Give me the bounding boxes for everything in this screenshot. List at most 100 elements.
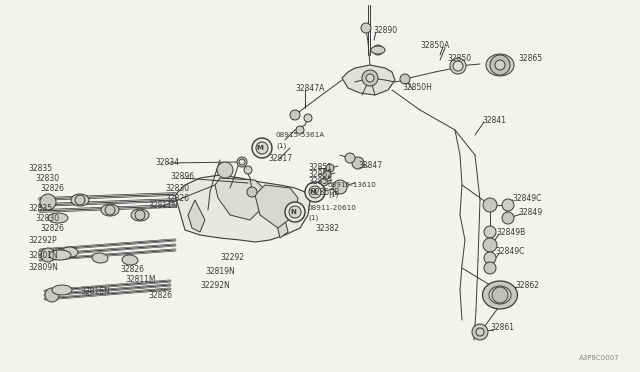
Circle shape xyxy=(309,186,321,198)
Circle shape xyxy=(41,248,55,262)
Text: 32852: 32852 xyxy=(308,170,332,179)
Circle shape xyxy=(105,205,115,215)
Polygon shape xyxy=(175,175,310,242)
Text: 32917: 32917 xyxy=(268,154,292,163)
Circle shape xyxy=(333,180,347,194)
Circle shape xyxy=(40,194,56,210)
Polygon shape xyxy=(255,185,298,228)
Ellipse shape xyxy=(483,281,518,309)
Text: 32835: 32835 xyxy=(28,203,52,212)
Polygon shape xyxy=(270,195,288,238)
Text: M: M xyxy=(257,145,264,151)
Circle shape xyxy=(373,45,383,55)
Text: 32849C: 32849C xyxy=(495,247,524,257)
Text: 32809N: 32809N xyxy=(28,263,58,273)
Polygon shape xyxy=(342,65,395,95)
Text: 32850H: 32850H xyxy=(402,83,432,92)
Circle shape xyxy=(483,198,497,212)
Text: 32830: 32830 xyxy=(165,183,189,192)
Circle shape xyxy=(366,74,374,82)
Text: 32849: 32849 xyxy=(518,208,542,217)
Ellipse shape xyxy=(101,204,119,216)
Circle shape xyxy=(484,262,496,274)
Ellipse shape xyxy=(486,54,514,76)
Text: 32849C: 32849C xyxy=(512,193,541,202)
Text: N: N xyxy=(290,209,296,215)
Ellipse shape xyxy=(49,250,71,260)
Text: (1): (1) xyxy=(328,192,339,198)
Text: 32826: 32826 xyxy=(165,193,189,202)
Text: 32851: 32851 xyxy=(308,163,332,171)
Circle shape xyxy=(256,142,268,154)
Ellipse shape xyxy=(48,213,68,223)
Circle shape xyxy=(285,202,305,222)
Text: 32853: 32853 xyxy=(308,176,332,186)
Text: 32847: 32847 xyxy=(358,160,382,170)
Text: A3P8C0007: A3P8C0007 xyxy=(579,355,620,361)
Circle shape xyxy=(237,157,247,167)
Circle shape xyxy=(483,238,497,252)
Ellipse shape xyxy=(52,285,72,295)
Circle shape xyxy=(476,328,484,336)
Text: 08911-20610: 08911-20610 xyxy=(308,205,357,211)
Text: 32835: 32835 xyxy=(28,164,52,173)
Text: 32861: 32861 xyxy=(490,324,514,333)
Circle shape xyxy=(502,212,514,224)
Text: 32865: 32865 xyxy=(518,54,542,62)
Circle shape xyxy=(296,126,304,134)
Circle shape xyxy=(361,23,371,33)
Circle shape xyxy=(135,210,145,220)
Text: 32862: 32862 xyxy=(515,280,539,289)
Text: 32816N: 32816N xyxy=(80,288,109,296)
Circle shape xyxy=(502,199,514,211)
Text: 32850B: 32850B xyxy=(310,187,339,196)
Text: 32849B: 32849B xyxy=(496,228,525,237)
Ellipse shape xyxy=(71,194,89,206)
Ellipse shape xyxy=(371,46,385,54)
Circle shape xyxy=(244,166,252,174)
Ellipse shape xyxy=(131,209,149,221)
Circle shape xyxy=(320,178,328,186)
Polygon shape xyxy=(188,200,205,232)
Text: 32850: 32850 xyxy=(447,54,471,62)
Circle shape xyxy=(490,55,510,75)
Text: 32826: 32826 xyxy=(148,291,172,299)
Ellipse shape xyxy=(489,286,511,304)
Text: 32834: 32834 xyxy=(155,157,179,167)
Text: 32382: 32382 xyxy=(315,224,339,232)
Text: 32850A: 32850A xyxy=(420,41,449,49)
Text: 32292N: 32292N xyxy=(200,280,230,289)
Text: M: M xyxy=(310,189,316,195)
Circle shape xyxy=(217,162,233,178)
Text: 32847A: 32847A xyxy=(295,83,324,93)
Circle shape xyxy=(492,287,508,303)
Circle shape xyxy=(352,157,364,169)
Text: 32811M: 32811M xyxy=(125,276,156,285)
Text: 08915-5361A: 08915-5361A xyxy=(276,132,325,138)
Circle shape xyxy=(75,195,85,205)
Text: 32801N: 32801N xyxy=(28,250,58,260)
Text: 08915-13610: 08915-13610 xyxy=(328,182,377,188)
Circle shape xyxy=(252,138,272,158)
Text: 32811N: 32811N xyxy=(148,201,178,209)
Circle shape xyxy=(472,324,488,340)
Text: 32826: 32826 xyxy=(120,266,144,275)
Circle shape xyxy=(239,159,245,165)
Circle shape xyxy=(484,252,496,264)
Circle shape xyxy=(326,164,334,172)
Text: 32819N: 32819N xyxy=(205,267,235,276)
Ellipse shape xyxy=(92,253,108,263)
Text: 32292: 32292 xyxy=(220,253,244,263)
Ellipse shape xyxy=(122,255,138,265)
Circle shape xyxy=(289,206,301,218)
Text: 32826: 32826 xyxy=(40,224,64,232)
Text: 32292P: 32292P xyxy=(28,235,56,244)
Circle shape xyxy=(305,182,325,202)
Text: 32826: 32826 xyxy=(40,183,64,192)
Circle shape xyxy=(484,226,496,238)
Circle shape xyxy=(453,61,463,71)
Text: (1): (1) xyxy=(276,143,286,149)
Circle shape xyxy=(323,171,331,179)
Circle shape xyxy=(495,60,505,70)
Text: 32830: 32830 xyxy=(35,214,59,222)
